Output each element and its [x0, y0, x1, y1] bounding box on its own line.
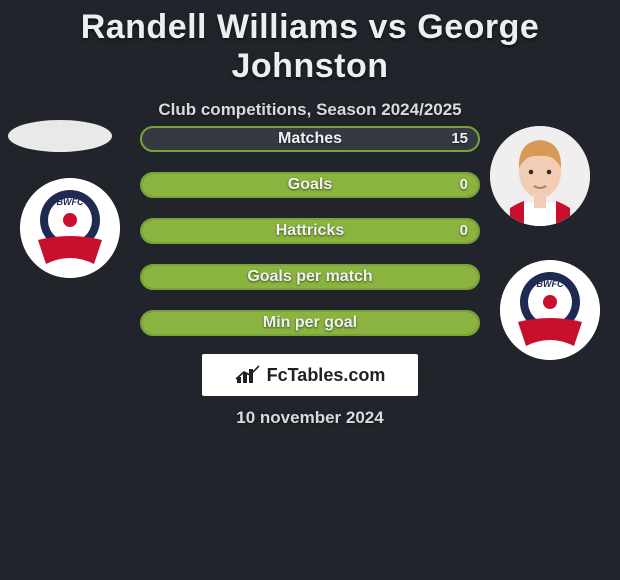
stat-value-right: 0 [460, 220, 468, 242]
club-badge-right: BWFC [500, 260, 600, 360]
eye-right [547, 170, 552, 175]
club-badge-left-svg: BWFC [20, 178, 120, 278]
page-title: Randell Williams vs George Johnston [0, 0, 620, 86]
badge-initials: BWFC [57, 197, 84, 207]
player-right-illustration [490, 126, 590, 226]
stat-label: Matches [142, 128, 478, 150]
stat-label: Min per goal [142, 312, 478, 334]
stat-bars: Matches 15 Goals 0 Hattricks 0 Goals per… [140, 126, 480, 356]
comparison-infographic: Randell Williams vs George Johnston Club… [0, 0, 620, 580]
stat-row-goals-per-match: Goals per match [140, 264, 480, 290]
badge-rose [63, 213, 77, 227]
player-right-portrait [490, 126, 590, 226]
stat-label: Hattricks [142, 220, 478, 242]
stat-row-goals: Goals 0 [140, 172, 480, 198]
stat-row-matches: Matches 15 [140, 126, 480, 152]
stat-value-right: 15 [451, 128, 468, 150]
stat-value-right: 0 [460, 174, 468, 196]
stat-label: Goals [142, 174, 478, 196]
club-badge-right-svg: BWFC [500, 260, 600, 360]
branding-box: FcTables.com [202, 354, 418, 396]
stat-row-hattricks: Hattricks 0 [140, 218, 480, 244]
club-badge-left: BWFC [20, 178, 120, 278]
badge-initials: BWFC [537, 279, 564, 289]
bar-chart-icon [235, 365, 261, 385]
eye-left [529, 170, 534, 175]
stat-row-min-per-goal: Min per goal [140, 310, 480, 336]
date-text: 10 november 2024 [0, 408, 620, 428]
badge-rose [543, 295, 557, 309]
stat-label: Goals per match [142, 266, 478, 288]
page-subtitle: Club competitions, Season 2024/2025 [0, 100, 620, 120]
branding-text: FcTables.com [267, 365, 386, 386]
player-left-portrait-placeholder [8, 120, 112, 152]
